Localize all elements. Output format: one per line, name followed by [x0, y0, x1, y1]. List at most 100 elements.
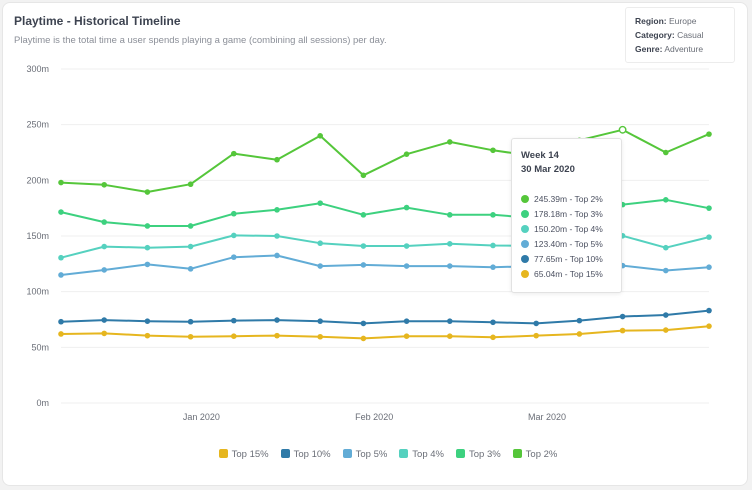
data-point: [101, 219, 107, 225]
data-point: [58, 209, 64, 215]
data-point: [490, 334, 496, 341]
legend-swatch: [512, 449, 522, 458]
data-point: [231, 333, 237, 340]
data-point: [706, 205, 712, 211]
x-tick-label: Mar 2020: [528, 412, 566, 422]
data-point: [663, 244, 669, 251]
data-point: [490, 147, 496, 154]
data-point: [317, 318, 324, 324]
data-point: [533, 332, 539, 339]
tooltip-dot: [521, 210, 529, 218]
data-point: [403, 333, 410, 340]
tooltip-dot: [521, 225, 529, 233]
line-chart[interactable]: 0m 50m 100m 150m 200m 250m 300m Jan 2020 Feb 202…: [3, 3, 748, 486]
chart-tooltip: Week 14 30 Mar 2020 245.39m - Top 2% 178.…: [511, 138, 622, 293]
data-point: [360, 243, 367, 249]
data-point: [317, 263, 324, 269]
legend-label: Top 10%: [293, 449, 331, 460]
data-point: [144, 223, 151, 229]
data-point: [663, 327, 669, 333]
data-point: [447, 263, 453, 269]
data-point: [144, 318, 151, 324]
data-point: [187, 318, 194, 325]
legend-label: Top 3%: [468, 449, 501, 460]
data-point: [360, 320, 367, 327]
filter-category: Category: Casual: [635, 28, 734, 42]
data-point: [403, 204, 410, 211]
legend-label: Top 4%: [412, 449, 444, 460]
data-point: [403, 318, 410, 324]
legend-label: Top 5%: [355, 449, 388, 460]
legend-swatch: [342, 449, 352, 458]
tooltip-row: 150.20m - Top 4%: [521, 222, 621, 237]
x-tick-label: Jan 2020: [183, 412, 220, 422]
legend-item[interactable]: Top 15%: [218, 449, 269, 460]
tooltip-dot: [521, 195, 529, 203]
data-point: [618, 125, 627, 134]
y-tick-label: 150m: [26, 231, 49, 241]
y-tick-label: 50m: [31, 342, 49, 352]
data-point: [187, 333, 194, 340]
legend-item[interactable]: Top 10%: [280, 449, 331, 460]
tooltip-row-text: 77.65m - Top 10%: [534, 254, 603, 264]
data-point: [144, 332, 151, 339]
legend-swatch: [399, 449, 409, 458]
data-point: [101, 243, 107, 250]
series-line-top15: [60, 325, 710, 340]
data-point: [360, 262, 367, 268]
data-point: [663, 197, 669, 203]
data-point: [58, 179, 64, 186]
legend-item[interactable]: Top 5%: [342, 449, 388, 460]
data-point: [576, 317, 583, 324]
series-line-top2: [60, 128, 710, 193]
tooltip-row: 178.18m - Top 3%: [521, 207, 621, 222]
data-point: [231, 254, 237, 260]
filter-region-value: Europe: [669, 16, 697, 26]
data-point: [447, 333, 453, 340]
data-point: [619, 327, 626, 334]
data-point: [231, 210, 237, 217]
data-point: [231, 232, 237, 239]
data-point: [360, 335, 367, 342]
data-point: [58, 272, 64, 278]
data-point: [663, 312, 669, 318]
data-point: [317, 133, 324, 139]
tooltip-row-text: 245.39m - Top 2%: [534, 194, 603, 204]
data-point: [663, 267, 669, 274]
filter-genre-key: Genre:: [635, 44, 663, 54]
tooltip-dot: [521, 240, 529, 248]
data-point: [403, 243, 410, 249]
tooltip-row: 123.40m - Top 5%: [521, 237, 621, 252]
legend-item[interactable]: Top 4%: [399, 449, 444, 460]
chart-title: Playtime - Historical Timeline: [14, 14, 181, 28]
data-point: [317, 333, 324, 340]
data-point: [187, 223, 194, 229]
filter-category-value: Casual: [677, 30, 704, 40]
data-point: [576, 331, 583, 337]
tooltip-row-text: 178.18m - Top 3%: [534, 209, 603, 219]
data-point: [490, 319, 496, 326]
legend-swatch: [218, 449, 228, 458]
legend-item[interactable]: Top 3%: [455, 449, 501, 460]
data-point: [447, 139, 453, 145]
data-point: [187, 243, 194, 250]
data-point: [187, 181, 194, 188]
data-point: [101, 181, 107, 188]
data-point: [144, 244, 151, 251]
data-point: [490, 212, 496, 218]
data-point: [447, 318, 453, 324]
legend-item[interactable]: Top 2%: [512, 449, 557, 460]
tooltip-rows: 245.39m - Top 2% 178.18m - Top 3% 150.20m …: [521, 192, 621, 282]
data-point: [533, 320, 539, 327]
data-point: [274, 332, 280, 339]
data-point: [490, 264, 496, 270]
data-point: [706, 307, 712, 314]
data-point: [447, 212, 453, 218]
tooltip-row-text: 123.40m - Top 5%: [534, 239, 603, 249]
data-point: [101, 317, 107, 323]
tooltip-date: 30 Mar 2020: [521, 164, 575, 175]
data-point: [274, 252, 280, 259]
data-point: [317, 200, 324, 206]
data-point: [619, 313, 626, 320]
data-point: [274, 207, 280, 213]
